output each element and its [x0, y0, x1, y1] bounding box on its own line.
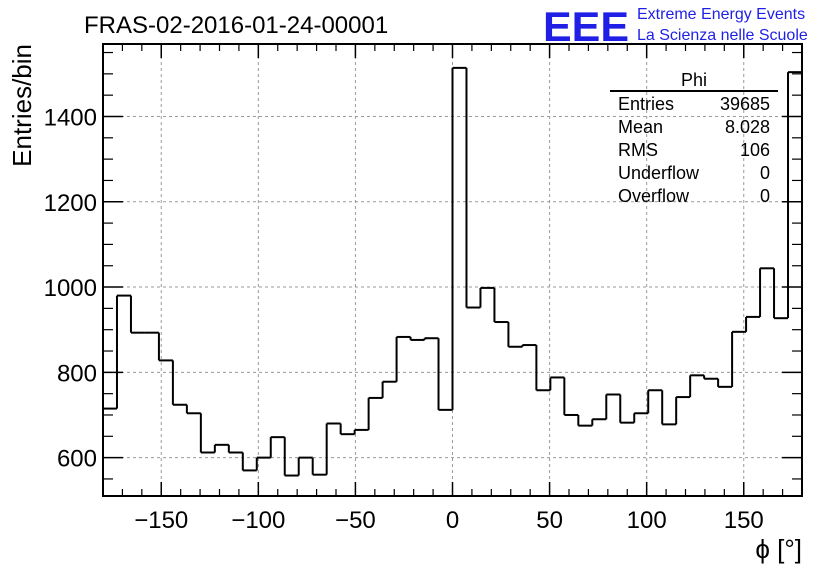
stats-value: 0	[760, 163, 770, 183]
x-tick-label: 100	[627, 507, 667, 534]
logo-line-2: La Scienza nelle Scuole	[637, 27, 808, 44]
x-tick-label: −100	[231, 507, 285, 534]
logo-mark: EEE	[543, 3, 629, 50]
eee-logo: EEE Extreme Energy Events La Scienza nel…	[543, 3, 808, 50]
x-tick-label: −150	[134, 507, 188, 534]
stats-box: Phi Entries 39685 Mean 8.028 RMS 106 Underflow…	[610, 70, 778, 206]
chart-title: FRAS-02-2016-01-24-00001	[84, 12, 388, 39]
x-axis-label: ϕ [°]	[755, 534, 802, 564]
logo-line-1: Extreme Energy Events	[637, 6, 805, 23]
stats-value: 39685	[720, 94, 770, 114]
y-axis-label: Entries/bin	[7, 44, 37, 167]
y-tick-label: 1200	[44, 190, 97, 217]
stats-label: Mean	[618, 117, 663, 137]
x-tick-label: 50	[536, 507, 563, 534]
stats-rows: Entries 39685 Mean 8.028 RMS 106 Underflow 0 Ove…	[618, 94, 770, 206]
y-tick-label: 600	[57, 446, 97, 473]
stats-value: 0	[760, 186, 770, 206]
y-tick-label: 1000	[44, 275, 97, 302]
stats-title: Phi	[681, 70, 707, 90]
tick-labels: −150 −100 −50 0 50 100 150 600 800 1000 1200 1400	[44, 104, 764, 534]
stats-label: Entries	[618, 94, 674, 114]
stats-label: RMS	[618, 140, 658, 160]
y-tick-label: 1400	[44, 104, 97, 131]
histogram-series	[103, 66, 802, 477]
stats-label: Overflow	[618, 186, 690, 206]
stats-value: 106	[740, 140, 770, 160]
axis-ticks	[102, 44, 803, 496]
y-tick-label: 800	[57, 360, 97, 387]
x-tick-label: 0	[446, 507, 459, 534]
x-tick-label: 150	[724, 507, 764, 534]
stats-value: 8.028	[725, 117, 770, 137]
stats-label: Underflow	[618, 163, 700, 183]
x-tick-label: −50	[335, 507, 376, 534]
